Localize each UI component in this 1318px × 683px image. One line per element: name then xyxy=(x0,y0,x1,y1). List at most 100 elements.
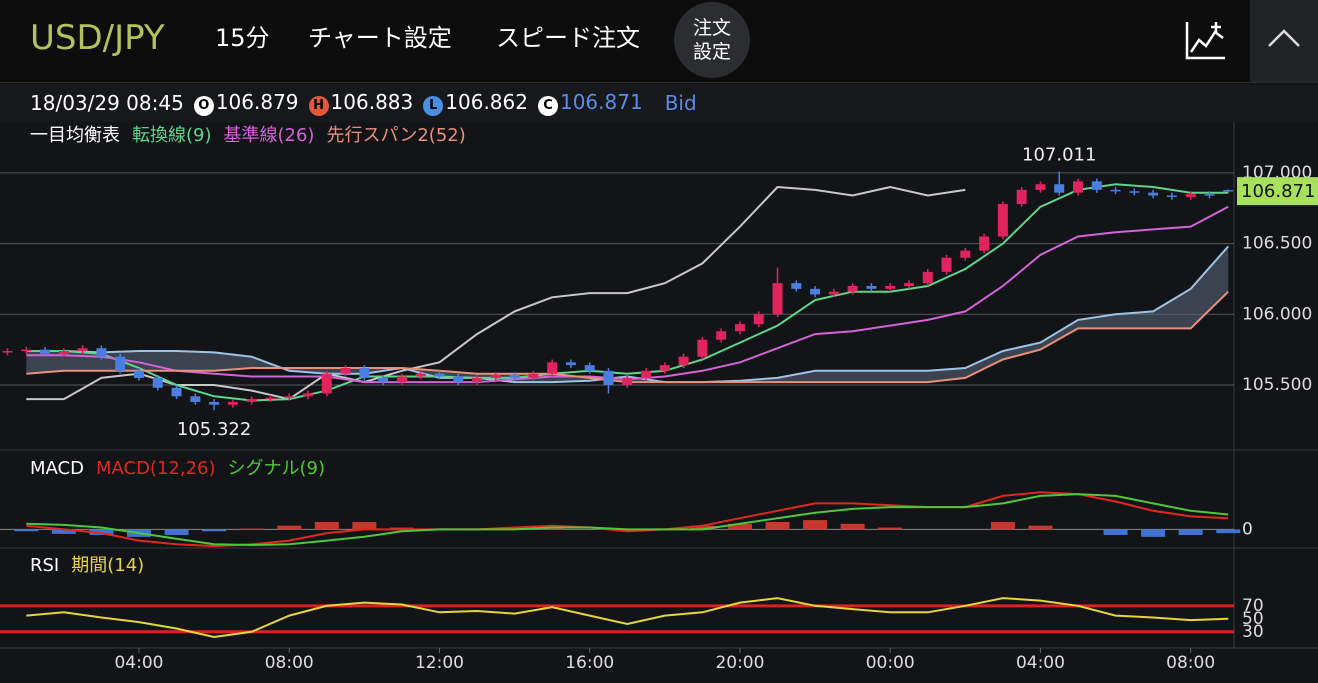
y-tick-label: 50 xyxy=(1242,609,1264,629)
y-tick-label: 0 xyxy=(1242,519,1253,539)
candle-body xyxy=(641,370,652,378)
candle-body xyxy=(528,373,539,378)
histogram-bar xyxy=(1216,529,1241,534)
button-label: 注文 xyxy=(692,17,731,39)
legend-label: MACD(12,26) xyxy=(96,458,216,479)
candle-body xyxy=(922,271,933,284)
x-tick-label: 04:00 xyxy=(1016,653,1065,673)
timeframe[interactable]: 15分 xyxy=(215,24,270,52)
symbol[interactable]: USD/JPY xyxy=(30,18,165,58)
candle-body xyxy=(321,373,332,394)
candle-body xyxy=(622,377,633,385)
candle-body xyxy=(490,375,501,378)
x-tick-label: 16:00 xyxy=(565,653,614,673)
button-label: 設定 xyxy=(692,41,731,63)
legend-label: 先行スパン2(52) xyxy=(326,125,465,146)
quote-bar: 18/03/29 08:45 O 106.879 H 106.883 L 106.862 C… xyxy=(0,84,1318,122)
histogram-bar xyxy=(1028,525,1053,530)
candle-body xyxy=(866,286,877,289)
candle-body xyxy=(1223,190,1234,192)
candle-body xyxy=(265,397,276,400)
x-tick-label: 12:00 xyxy=(415,653,464,673)
candle-body xyxy=(133,370,144,378)
histogram-bar xyxy=(690,525,715,530)
x-tick-label: 08:00 xyxy=(1166,653,1215,673)
candle-body xyxy=(659,365,670,371)
candle-body xyxy=(21,349,32,352)
quote-value: 106.871 xyxy=(559,90,643,114)
histogram-bar xyxy=(164,529,189,535)
candle-body xyxy=(678,356,689,366)
series-line xyxy=(26,185,966,401)
y-tick-label: 105.500 xyxy=(1242,375,1312,395)
candle-body xyxy=(903,283,914,286)
candle-body xyxy=(997,204,1008,237)
candle-body xyxy=(960,250,971,258)
candle-body xyxy=(1185,194,1196,197)
candle-body xyxy=(1129,191,1140,193)
chevron-icon xyxy=(1268,29,1300,47)
histogram-bar xyxy=(51,529,76,534)
candle-body xyxy=(791,283,802,289)
histogram-bar xyxy=(14,529,39,532)
candle-body xyxy=(979,236,990,251)
candle-body xyxy=(753,314,764,325)
legend-label: シグナル(9) xyxy=(228,458,326,479)
candle-body xyxy=(1073,181,1083,193)
series-line xyxy=(26,183,1229,402)
legend-label: 基準線(26) xyxy=(224,125,315,146)
candle-body xyxy=(1110,189,1121,192)
candle-body xyxy=(772,283,783,315)
legend-label: 転換線(9) xyxy=(132,125,212,146)
y-tick-label: 70 xyxy=(1242,596,1264,616)
quote-icon: C xyxy=(537,96,558,116)
quote-value: 106.862 xyxy=(445,90,528,114)
candle-body xyxy=(227,401,238,405)
candle-body xyxy=(885,286,896,289)
menu-item[interactable]: チャート設定 xyxy=(308,24,452,52)
histogram-bar xyxy=(840,523,865,530)
candle-body xyxy=(1204,194,1215,196)
low-label: 105.322 xyxy=(177,419,251,440)
datetime: 18/03/29 08:45 xyxy=(30,91,184,115)
legend-label: MACD xyxy=(30,458,84,479)
candle-body xyxy=(716,331,727,340)
quote-value: 106.879 xyxy=(215,90,299,114)
candle-body xyxy=(303,393,313,397)
x-tick-label: 00:00 xyxy=(866,653,915,673)
ichimoku-cloud xyxy=(26,246,1229,383)
candle-body xyxy=(1035,184,1046,190)
price-side: Bid xyxy=(664,91,697,115)
menu-item[interactable]: スピード注文 xyxy=(496,24,640,52)
series-line xyxy=(26,491,1229,548)
collapse-button[interactable] xyxy=(1250,0,1318,82)
histogram-bar xyxy=(990,521,1015,530)
candle-body xyxy=(1054,184,1065,193)
high-label: 107.011 xyxy=(1022,144,1096,165)
candle-body xyxy=(209,401,220,405)
histogram-bar xyxy=(314,521,339,530)
candle-body xyxy=(565,362,576,366)
candle-body xyxy=(359,368,370,378)
candle-body xyxy=(96,348,107,357)
quote-icon: H xyxy=(308,96,329,116)
order-button[interactable]: 注文 設定 xyxy=(674,2,750,78)
histogram-bar xyxy=(803,520,828,530)
histogram-bar xyxy=(1141,529,1166,537)
histogram-bar xyxy=(1103,529,1128,535)
last-price-tag xyxy=(1237,177,1318,206)
chart-icon[interactable] xyxy=(1183,18,1227,62)
candle-body xyxy=(734,324,745,332)
candle-body xyxy=(941,257,952,272)
header: USD/JPY 15分 チャート設定 スピード注文 注文 設定 xyxy=(0,0,1318,83)
quote-items: O 106.879 H 106.883 L 106.862 C 106.871 xyxy=(184,90,643,116)
candle-body xyxy=(509,375,520,378)
histogram-bar xyxy=(765,521,790,530)
candle-body xyxy=(1016,189,1027,204)
series-line xyxy=(26,597,1229,639)
quote-icon: O xyxy=(193,96,214,116)
candle-body xyxy=(847,286,858,292)
x-tick-label: 08:00 xyxy=(265,653,314,673)
candle-body xyxy=(434,373,445,377)
y-tick-label: 30 xyxy=(1242,622,1264,642)
